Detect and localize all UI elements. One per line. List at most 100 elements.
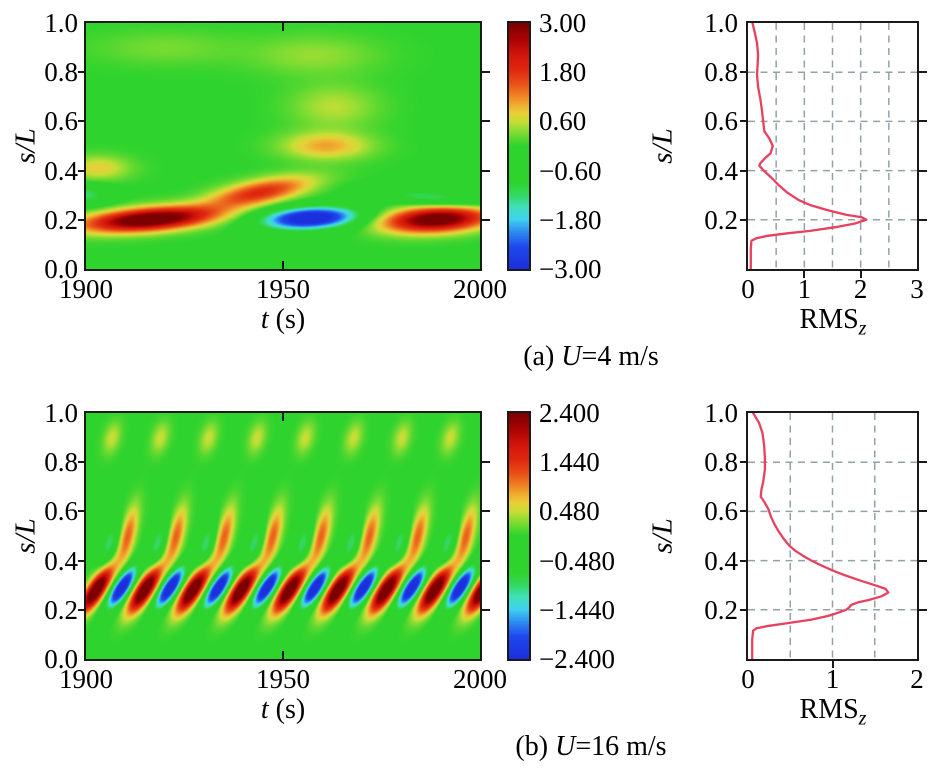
caption-index: (a) bbox=[523, 341, 562, 372]
contour-y-tick-label: 1.0 bbox=[44, 398, 78, 428]
colorbar-tick-label: −0.480 bbox=[539, 545, 615, 576]
rms-label-subscript: z bbox=[858, 317, 867, 340]
xlabel-variable: t bbox=[260, 304, 269, 335]
axis-tick-mark bbox=[482, 71, 490, 74]
axis-tick-mark bbox=[78, 510, 86, 513]
xlabel-variable: t bbox=[260, 694, 269, 725]
contour-x-tick-label: 1900 bbox=[59, 664, 113, 694]
colorbar-b bbox=[507, 411, 531, 661]
caption-panel-a: (a) U=4 m/s bbox=[523, 341, 659, 373]
colorbar-tick-label: 0.480 bbox=[539, 496, 600, 527]
rms-curve bbox=[749, 23, 868, 269]
rms-curve bbox=[751, 413, 890, 659]
rms-x-tick-label: 1 bbox=[797, 274, 812, 304]
axis-tick-mark bbox=[282, 651, 284, 659]
xlabel-units: (s) bbox=[268, 304, 306, 335]
axis-tick-mark bbox=[919, 510, 927, 513]
axis-tick-mark bbox=[78, 559, 86, 562]
colorbar-tick-label: −2.400 bbox=[539, 644, 615, 674]
axis-tick-mark bbox=[282, 261, 284, 269]
colorbar-tick-label: 1.440 bbox=[539, 447, 600, 478]
axis-tick-mark bbox=[740, 510, 748, 513]
colorbar-a bbox=[507, 21, 531, 271]
contour-y-tick-label: 1.0 bbox=[44, 8, 78, 38]
axis-tick-mark bbox=[78, 120, 86, 123]
rms-y-tick-label: 0.4 bbox=[704, 155, 738, 186]
axis-tick-mark bbox=[803, 271, 806, 278]
axis-tick-mark bbox=[482, 218, 490, 221]
caption-panel-b: (b) U=16 m/s bbox=[515, 731, 666, 763]
axis-tick-mark bbox=[919, 461, 927, 464]
colorbar-tick-label: 0.60 bbox=[539, 106, 587, 137]
contour-y-tick-label: 0.6 bbox=[44, 106, 78, 137]
axis-tick-mark bbox=[482, 608, 490, 611]
rms-label-subscript: z bbox=[858, 707, 867, 730]
contour-y-tick-label: 0.4 bbox=[44, 155, 78, 186]
contour-y-tick-label: 0.2 bbox=[44, 204, 78, 235]
rms-x-tick-label: 1 bbox=[825, 664, 840, 694]
caption-value: =16 m/s bbox=[575, 731, 667, 762]
axis-tick-mark bbox=[919, 71, 927, 74]
colorbar-tick-label: −0.60 bbox=[539, 155, 602, 186]
colorbar-tick-label: 1.80 bbox=[539, 57, 587, 88]
axis-tick-mark bbox=[482, 559, 490, 562]
colorbar-tick-label: −1.440 bbox=[539, 594, 615, 625]
axis-tick-mark bbox=[740, 169, 748, 172]
caption-variable: U bbox=[561, 341, 582, 372]
axis-tick-mark bbox=[482, 169, 490, 172]
rms-a-xlabel: RMSz bbox=[800, 304, 867, 341]
caption-variable: U bbox=[555, 731, 576, 762]
rms-plot-b bbox=[746, 411, 919, 661]
caption-value: =4 m/s bbox=[581, 341, 659, 372]
axis-tick-mark bbox=[919, 608, 927, 611]
axis-tick-mark bbox=[859, 271, 862, 278]
rms-y-tick-label: 0.2 bbox=[704, 204, 738, 235]
axis-tick-mark bbox=[740, 608, 748, 611]
contour-y-tick-label: 0.2 bbox=[44, 594, 78, 625]
colorbar-tick-label: 3.00 bbox=[539, 8, 587, 38]
contour-x-tick-label: 2000 bbox=[453, 274, 507, 304]
axis-tick-mark bbox=[740, 71, 748, 74]
rms-label-text: RMS bbox=[799, 694, 859, 725]
axis-tick-mark bbox=[482, 461, 490, 464]
rms-y-tick-label: 0.6 bbox=[704, 496, 738, 527]
axis-tick-mark bbox=[78, 169, 86, 172]
axis-tick-mark bbox=[919, 120, 927, 123]
axis-tick-mark bbox=[919, 559, 927, 562]
axis-tick-mark bbox=[78, 71, 86, 74]
rms-y-tick-label: 0.8 bbox=[704, 447, 738, 478]
contour-y-tick-label: 0.8 bbox=[44, 57, 78, 88]
rms-y-tick-label: 1.0 bbox=[704, 398, 738, 428]
rms-a-ylabel: s/L bbox=[646, 128, 679, 164]
rms-x-tick-label: 2 bbox=[853, 274, 868, 304]
contour-x-tick-label: 1950 bbox=[256, 664, 310, 694]
rms-b-ylabel: s/L bbox=[646, 518, 679, 554]
rms-x-tick-label: 2 bbox=[910, 664, 924, 694]
axis-tick-mark bbox=[740, 120, 748, 123]
contour-x-tick-label: 2000 bbox=[453, 664, 507, 694]
colorbar-tick-label: 2.400 bbox=[539, 398, 600, 428]
colorbar-tick-label: −1.80 bbox=[539, 204, 602, 235]
rms-y-tick-label: 0.8 bbox=[704, 57, 738, 88]
axis-tick-mark bbox=[78, 218, 86, 221]
axis-tick-mark bbox=[282, 23, 284, 31]
contour-b-xlabel: t (s) bbox=[261, 694, 305, 726]
rms-x-tick-label: 0 bbox=[741, 664, 755, 694]
axis-tick-mark bbox=[482, 510, 490, 513]
contour-y-tick-label: 0.0 bbox=[44, 644, 78, 674]
axis-tick-mark bbox=[740, 559, 748, 562]
axis-tick-mark bbox=[740, 461, 748, 464]
rms-b-xlabel: RMSz bbox=[800, 694, 867, 731]
rms-label-text: RMS bbox=[799, 304, 859, 335]
contour-a-xlabel: t (s) bbox=[261, 304, 305, 336]
rms-y-tick-label: 0.6 bbox=[704, 106, 738, 137]
rms-y-tick-label: 1.0 bbox=[704, 8, 738, 38]
contour-x-tick-label: 1950 bbox=[256, 274, 310, 304]
axis-tick-mark bbox=[919, 218, 927, 221]
contour-y-tick-label: 0.8 bbox=[44, 447, 78, 478]
contour-y-tick-label: 0.6 bbox=[44, 496, 78, 527]
contour-heatmap-b bbox=[84, 411, 482, 661]
contour-y-tick-label: 0.0 bbox=[44, 254, 78, 284]
rms-y-tick-label: 0.4 bbox=[704, 545, 738, 576]
